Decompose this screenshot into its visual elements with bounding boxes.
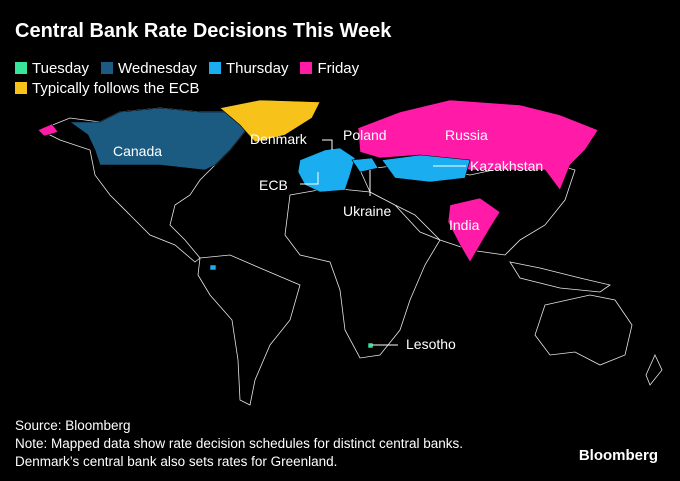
- ecb-area: [297, 147, 356, 193]
- legend-item: Tuesday: [15, 59, 89, 79]
- country-label: Russia: [445, 127, 488, 143]
- kazakhstan: [381, 154, 471, 183]
- country-label: Denmark: [250, 131, 308, 147]
- leader-line: [322, 139, 333, 150]
- country-label: ECB: [259, 177, 288, 193]
- india: [447, 197, 501, 263]
- ukraine: [351, 157, 379, 173]
- country-label: Ukraine: [343, 203, 391, 219]
- legend-label: Typically follows the ECB: [32, 80, 200, 97]
- source: Source: Bloomberg: [15, 418, 131, 433]
- south-america: [197, 254, 301, 406]
- country-label: Canada: [113, 143, 162, 159]
- lesotho: [367, 342, 374, 349]
- legend-swatch: [208, 62, 221, 74]
- legend-swatch: [300, 62, 313, 74]
- country-label: Poland: [343, 127, 387, 143]
- title: Central Bank Rate Decisions This Week: [15, 20, 392, 42]
- legend-label: Thursday: [225, 60, 289, 77]
- logo: Bloomberg: [578, 447, 658, 464]
- legend-item: Thursday: [208, 59, 289, 79]
- leader-line: [300, 172, 319, 185]
- legend-item: Wednesday: [100, 59, 197, 79]
- legend-label: Wednesday: [117, 60, 197, 77]
- country-label: Lesotho: [406, 336, 456, 352]
- canada: [69, 107, 251, 171]
- legend: Tuesday Wednesday Thursday Friday Typically …: [15, 59, 435, 99]
- legend-swatch: [100, 62, 113, 74]
- caribbean: [209, 264, 217, 271]
- legend-swatch: [15, 82, 27, 94]
- legend-swatch: [15, 62, 27, 74]
- greenland: [219, 99, 321, 143]
- southeast-asia: [509, 261, 611, 293]
- legend-item: Typically follows the ECB: [15, 79, 200, 99]
- legend-item: Friday: [300, 59, 359, 79]
- legend-label: Tuesday: [32, 60, 89, 77]
- note: Denmark’s central bank also sets rates f…: [15, 454, 338, 469]
- chukotka: [37, 123, 59, 137]
- country-label: Kazakhstan: [470, 158, 543, 174]
- australia: [534, 294, 633, 366]
- country-label: India: [449, 217, 480, 233]
- new-zealand: [645, 354, 663, 386]
- legend-label: Friday: [317, 60, 360, 77]
- footer: Source: Bloomberg Note: Mapped data show…: [15, 417, 463, 471]
- note: Note: Mapped data show rate decision sch…: [15, 436, 463, 451]
- russia: [357, 99, 599, 191]
